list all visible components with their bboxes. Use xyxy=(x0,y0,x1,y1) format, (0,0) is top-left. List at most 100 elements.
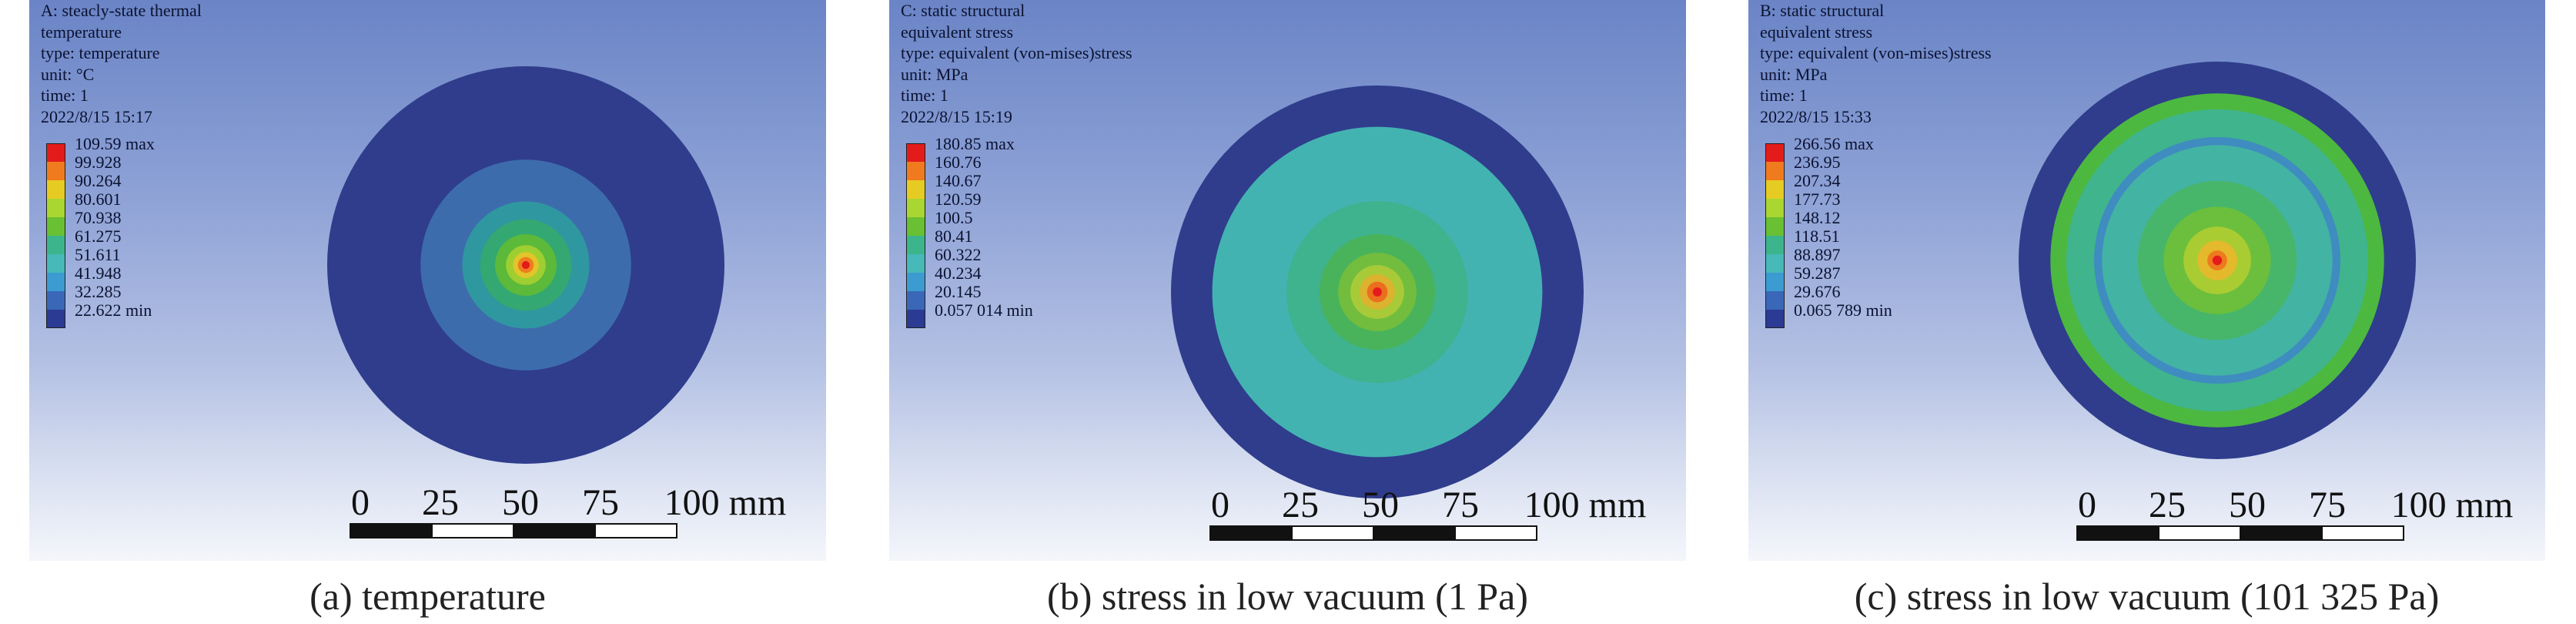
legend-row: 266.56 max xyxy=(1765,136,1892,162)
color-legend-a: 109.59 max 99.928 90.264 80.601 70.938 61.275… xyxy=(46,136,155,328)
scale-tick-label: 0 xyxy=(351,482,370,523)
legend-swatch xyxy=(1765,143,1785,162)
info-subtitle: equivalent stress xyxy=(901,22,1014,42)
legend-swatch xyxy=(1765,310,1785,328)
legend-swatch xyxy=(1765,291,1785,310)
scale-tick-label: 75 xyxy=(2309,485,2346,525)
legend-label: 160.76 xyxy=(935,153,982,172)
legend-label: 266.56 max xyxy=(1794,134,1874,153)
contour-disc-a xyxy=(327,66,724,464)
legend-swatch xyxy=(46,143,65,162)
legend-label: 61.275 xyxy=(75,226,122,246)
caption-b: (b) stress in low vacuum (1 Pa) xyxy=(1047,575,1528,618)
info-block-a: A: steacly-state thermal temperature typ… xyxy=(41,0,202,127)
legend-label: 90.264 xyxy=(75,171,122,190)
legend-swatch xyxy=(1765,180,1785,199)
contour-disc-b xyxy=(1171,86,1584,498)
legend-swatch xyxy=(1765,217,1785,236)
legend-label: 207.34 xyxy=(1794,171,1841,190)
legend-swatch xyxy=(906,199,925,217)
legend-label: 100.5 xyxy=(935,208,973,227)
legend-row: 80.601 xyxy=(46,191,155,217)
disc-contour-band xyxy=(2212,255,2223,266)
legend-row: 60.322 xyxy=(906,247,1033,273)
scale-tick-label: 75 xyxy=(582,482,619,523)
scale-tick-label: 50 xyxy=(1362,485,1399,525)
legend-label: 32.285 xyxy=(75,282,122,301)
legend-label: 59.287 xyxy=(1794,263,1841,283)
legend-row: 180.85 max xyxy=(906,136,1033,162)
panel-b: C: static structural equivalent stress t… xyxy=(889,0,1686,561)
legend-label: 236.95 xyxy=(1794,153,1841,172)
legend-swatch xyxy=(1765,254,1785,273)
legend-swatch xyxy=(906,143,925,162)
legend-row: 22.622 min xyxy=(46,302,155,328)
legend-swatch xyxy=(46,180,65,199)
legend-swatch xyxy=(46,310,65,328)
info-time: time: 1 xyxy=(1760,86,1808,105)
legend-label: 120.59 xyxy=(935,190,982,209)
legend-swatch xyxy=(906,254,925,273)
legend-row: 51.611 xyxy=(46,247,155,273)
legend-label: 118.51 xyxy=(1794,226,1840,246)
legend-swatch xyxy=(1765,236,1785,254)
legend-row: 0.065 789 min xyxy=(1765,302,1892,328)
legend-row: 236.95 xyxy=(1765,154,1892,180)
legend-label: 41.948 xyxy=(75,263,122,283)
info-timestamp: 2022/8/15 15:17 xyxy=(41,106,152,126)
color-legend-c: 266.56 max 236.95 207.34 177.73 148.12 118.51… xyxy=(1765,136,1892,328)
legend-swatch xyxy=(46,273,65,291)
scale-tick-label: 0 xyxy=(1211,485,1229,525)
legend-swatch xyxy=(906,217,925,236)
legend-row: 148.12 xyxy=(1765,210,1892,236)
info-type: type: equivalent (von-mises)stress xyxy=(901,43,1132,62)
contour-disc-c xyxy=(2019,62,2416,459)
legend-row: 70.938 xyxy=(46,210,155,236)
legend-swatch xyxy=(46,254,65,273)
color-legend-b: 180.85 max 160.76 140.67 120.59 100.5 80.41 60… xyxy=(906,136,1033,328)
info-block-b: C: static structural equivalent stress t… xyxy=(901,0,1132,127)
legend-swatch xyxy=(906,291,925,310)
info-subtitle: temperature xyxy=(41,22,122,42)
legend-label: 22.622 min xyxy=(75,300,152,320)
legend-label: 140.67 xyxy=(935,171,982,190)
legend-swatch xyxy=(906,162,925,180)
legend-row: 207.34 xyxy=(1765,173,1892,199)
legend-label: 177.73 xyxy=(1794,190,1841,209)
info-unit: unit: MPa xyxy=(901,64,969,84)
legend-swatch xyxy=(1765,273,1785,291)
legend-swatch xyxy=(906,180,925,199)
info-type: type: equivalent (von-mises)stress xyxy=(1760,43,1992,62)
legend-swatch xyxy=(46,199,65,217)
disc-contour-band xyxy=(521,260,530,270)
info-unit: unit: °C xyxy=(41,64,95,84)
legend-row: 29.676 xyxy=(1765,283,1892,310)
legend-row: 32.285 xyxy=(46,283,155,310)
info-type: type: temperature xyxy=(41,43,160,62)
scale-tick-label: 100 mm xyxy=(1524,485,1647,525)
info-time: time: 1 xyxy=(41,86,89,105)
legend-row: 99.928 xyxy=(46,154,155,180)
panel-c: B: static structural equivalent stress t… xyxy=(1748,0,2545,561)
scale-tick-label: 50 xyxy=(502,482,539,523)
legend-swatch xyxy=(1765,162,1785,180)
legend-swatch xyxy=(46,217,65,236)
legend-row: 90.264 xyxy=(46,173,155,199)
info-subtitle: equivalent stress xyxy=(1760,22,1873,42)
caption-c: (c) stress in low vacuum (101 325 Pa) xyxy=(1854,575,2440,618)
info-title: C: static structural xyxy=(901,1,1025,20)
scale-tick-label: 100 mm xyxy=(2390,485,2514,525)
legend-swatch xyxy=(906,236,925,254)
legend-row: 140.67 xyxy=(906,173,1033,199)
scale-tick-label: 0 xyxy=(2078,485,2096,525)
legend-swatch xyxy=(906,310,925,328)
legend-label: 29.676 xyxy=(1794,282,1841,301)
legend-swatch xyxy=(1765,199,1785,217)
info-title: A: steacly-state thermal xyxy=(41,1,202,20)
legend-row: 41.948 xyxy=(46,265,155,291)
legend-swatch xyxy=(46,162,65,180)
panel-a: A: steacly-state thermal temperature typ… xyxy=(29,0,826,561)
legend-row: 80.41 xyxy=(906,228,1033,254)
info-timestamp: 2022/8/15 15:33 xyxy=(1760,106,1872,126)
legend-row: 160.76 xyxy=(906,154,1033,180)
